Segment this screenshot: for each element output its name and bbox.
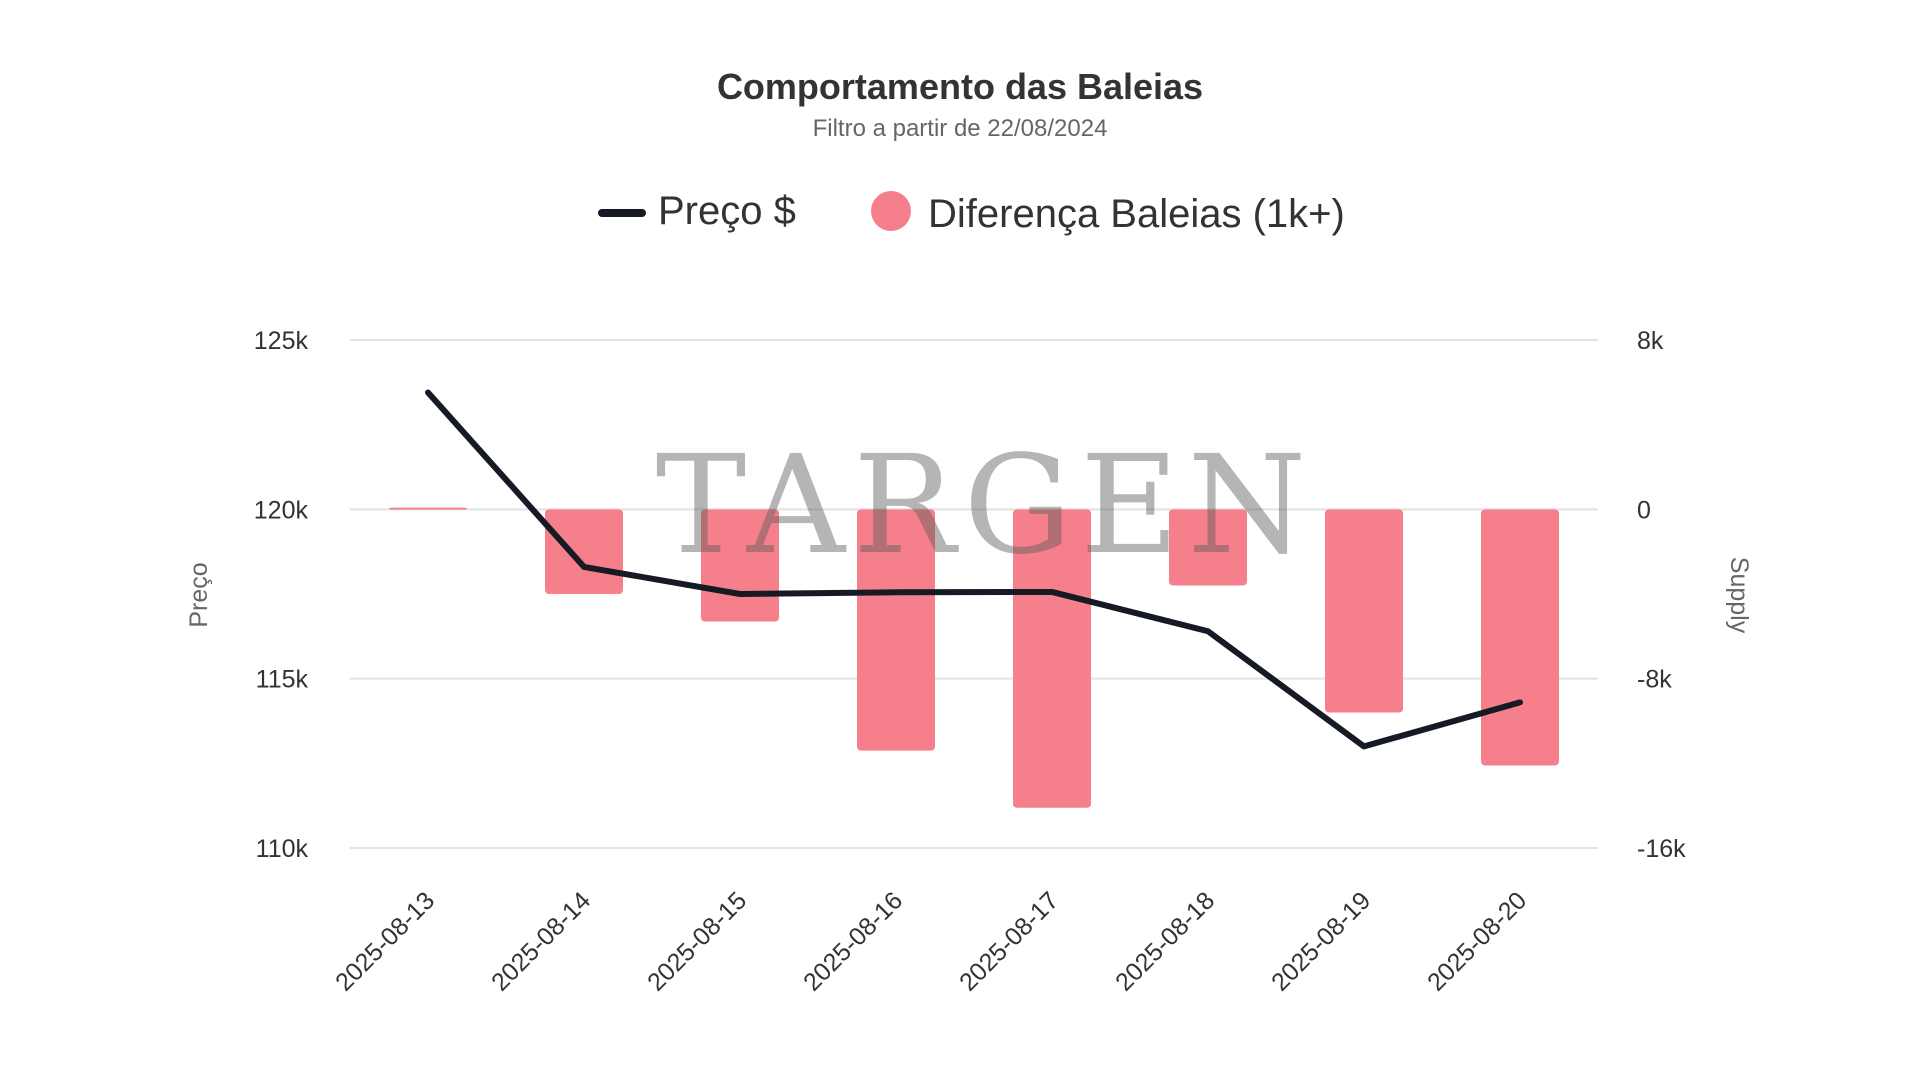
line-series xyxy=(425,389,1523,750)
x-axis: 2025-08-13 2025-08-14 2025-08-15 2025-08-16… xyxy=(330,886,1532,996)
bar-2025-08-17 xyxy=(1013,509,1091,808)
legend-item-whales[interactable]: Diferença Baleias (1k+) xyxy=(871,191,1345,236)
legend: Preço $ Diferença Baleias (1k+) xyxy=(598,189,1345,236)
price-line xyxy=(425,389,1523,750)
bar-2025-08-18 xyxy=(1169,509,1247,586)
legend-label-price: Preço $ xyxy=(658,189,796,233)
bar-2025-08-20 xyxy=(1481,509,1559,766)
y-tick-right-1: 0 xyxy=(1637,496,1651,524)
x-tick-2025-08-14: 2025-08-14 xyxy=(486,886,596,996)
y-tick-right-2: -8k xyxy=(1637,666,1672,694)
bar-2025-08-19 xyxy=(1325,509,1403,713)
chart-title: Comportamento das Baleias xyxy=(717,66,1203,107)
legend-label-whales: Diferença Baleias (1k+) xyxy=(928,192,1345,236)
x-tick-2025-08-13: 2025-08-13 xyxy=(330,886,440,996)
legend-item-price[interactable]: Preço $ xyxy=(598,189,796,233)
y-axis-left-title: Preço xyxy=(185,562,213,627)
legend-circle-swatch xyxy=(871,191,911,231)
x-tick-2025-08-15: 2025-08-15 xyxy=(642,886,752,996)
watermark: TARGEN xyxy=(656,427,1315,585)
x-tick-2025-08-16: 2025-08-16 xyxy=(798,886,908,996)
bar-2025-08-14 xyxy=(545,509,623,594)
x-tick-2025-08-17: 2025-08-17 xyxy=(954,886,1064,996)
x-tick-2025-08-18: 2025-08-18 xyxy=(1110,886,1220,996)
x-tick-2025-08-20: 2025-08-20 xyxy=(1422,886,1532,996)
y-tick-left-0: 125k xyxy=(254,327,309,355)
y-axis-left: 125k 120k 115k 110k xyxy=(254,327,309,863)
y-axis-right: 8k 0 -8k -16k xyxy=(1637,327,1686,863)
chart-subtitle: Filtro a partir de 22/08/2024 xyxy=(813,115,1108,142)
y-tick-right-3: -16k xyxy=(1637,835,1686,863)
y-tick-right-0: 8k xyxy=(1637,327,1664,355)
y-axis-right-title: Supply xyxy=(1725,557,1753,634)
y-tick-left-3: 110k xyxy=(256,835,309,863)
bar-2025-08-13 xyxy=(389,507,467,510)
bar-2025-08-16 xyxy=(857,509,935,751)
y-tick-left-1: 120k xyxy=(254,496,309,524)
x-tick-2025-08-19: 2025-08-19 xyxy=(1266,886,1376,996)
y-tick-left-2: 115k xyxy=(256,666,309,694)
